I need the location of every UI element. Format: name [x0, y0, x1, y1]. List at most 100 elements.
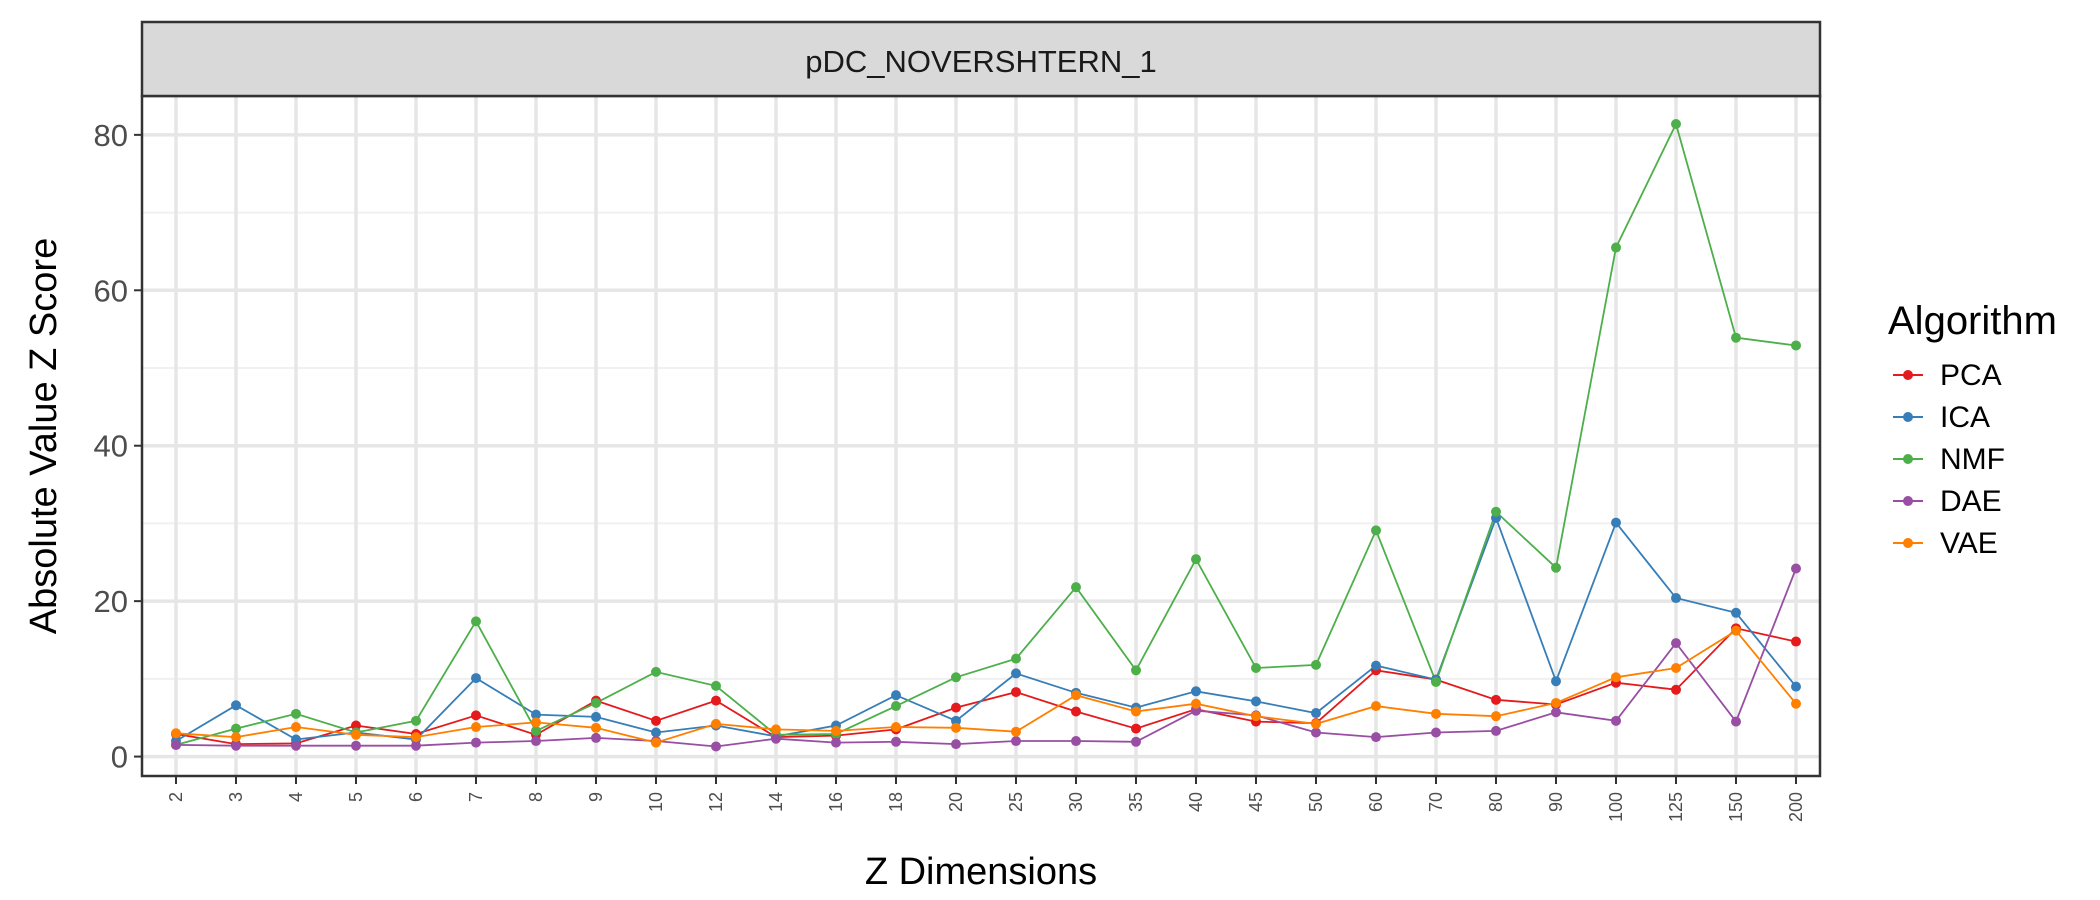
data-point-ica [591, 711, 601, 722]
data-point-pca [1131, 723, 1141, 734]
x-tick-label: 50 [1306, 792, 1326, 812]
legend-label-pca: PCA [1940, 359, 2002, 392]
x-tick-label: 45 [1246, 792, 1266, 812]
x-tick-label: 200 [1786, 792, 1806, 822]
x-tick-label: 12 [706, 792, 726, 812]
data-point-dae [951, 739, 961, 750]
x-tick-label: 18 [886, 792, 906, 812]
data-point-nmf [411, 715, 421, 726]
data-point-nmf [1251, 662, 1261, 673]
data-point-ica [651, 727, 661, 738]
data-point-dae [531, 736, 541, 747]
data-point-nmf [1131, 665, 1141, 676]
x-tick-label: 150 [1726, 792, 1746, 822]
series-line-dae [175, 568, 1797, 748]
series-line-nmf [175, 121, 1797, 746]
data-point-vae [831, 725, 841, 736]
series-line-vae [175, 629, 1797, 744]
legend-items: PCA ICA NMF DAE VAE [1893, 359, 2005, 560]
data-point-nmf [951, 672, 961, 683]
data-point-nmf [291, 708, 301, 719]
data-point-ica [1551, 676, 1561, 687]
x-tick-label: 20 [946, 792, 966, 812]
data-point-vae [471, 722, 481, 733]
data-point-ica [471, 673, 481, 684]
data-point-dae [1731, 716, 1741, 727]
data-point-vae [1611, 672, 1621, 683]
legend-point-dae [1903, 496, 1913, 506]
y-tick-label: 80 [94, 118, 128, 153]
data-point-dae [1071, 736, 1081, 747]
y-axis: 0 20 40 60 80 [94, 118, 142, 775]
data-point-vae [1311, 718, 1321, 729]
data-point-dae [1791, 563, 1801, 574]
data-point-nmf [1431, 676, 1441, 687]
x-tick-label: 16 [826, 792, 846, 812]
legend-point-nmf [1903, 454, 1913, 464]
data-point-vae [891, 722, 901, 733]
x-tick-label: 80 [1486, 792, 1506, 812]
data-point-nmf [1671, 118, 1681, 129]
data-point-nmf [1791, 340, 1801, 351]
x-tick-label: 4 [286, 792, 306, 802]
facet-title: pDC_NOVERSHTERN_1 [805, 44, 1156, 79]
data-point-dae [171, 739, 181, 750]
panel-border [140, 94, 1822, 778]
x-tick-label: 40 [1186, 792, 1206, 812]
data-point-ica [231, 700, 241, 711]
data-point-dae [1311, 727, 1321, 738]
x-tick-label: 10 [646, 792, 666, 812]
data-point-nmf [711, 680, 721, 691]
legend-label-nmf: NMF [1940, 443, 2005, 476]
series-line-ica [175, 515, 1797, 742]
data-point-vae [171, 728, 181, 739]
data-point-dae [1131, 736, 1141, 747]
data-point-nmf [1011, 653, 1021, 664]
data-point-nmf [1071, 582, 1081, 593]
x-tick-label: 90 [1546, 792, 1566, 812]
y-axis-label: Absolute Value Z Score [23, 238, 65, 634]
data-point-dae [1551, 707, 1561, 718]
data-point-ica [1311, 708, 1321, 719]
data-point-ica [1731, 607, 1741, 618]
data-point-vae [1551, 697, 1561, 708]
data-point-vae [351, 729, 361, 740]
data-point-nmf [471, 616, 481, 627]
data-point-vae [411, 732, 421, 743]
data-point-vae [1671, 662, 1681, 673]
data-point-vae [1371, 701, 1381, 712]
data-point-dae [891, 736, 901, 747]
data-point-dae [831, 737, 841, 748]
data-point-dae [291, 740, 301, 751]
x-axis: 2 3 4 5 6 7 8 9 10 12 14 16 18 20 25 30 35 40 45 50 60 70 80 90… [166, 776, 1806, 822]
data-point-nmf [1611, 242, 1621, 253]
x-tick-label: 8 [526, 792, 546, 802]
data-point-dae [231, 740, 241, 751]
data-point-ica [1251, 696, 1261, 707]
data-point-pca [1011, 687, 1021, 698]
data-point-dae [1431, 727, 1441, 738]
data-point-vae [1191, 698, 1201, 709]
data-point-nmf [1731, 332, 1741, 343]
data-point-dae [471, 737, 481, 748]
data-point-vae [591, 722, 601, 733]
legend-point-pca [1903, 370, 1913, 380]
legend-label-ica: ICA [1940, 401, 1990, 434]
data-point-nmf [1491, 506, 1501, 517]
data-point-vae [531, 717, 541, 728]
data-point-vae [951, 722, 961, 733]
x-tick-label: 3 [226, 792, 246, 802]
data-point-vae [1251, 711, 1261, 722]
facet-strip [140, 20, 1822, 98]
data-point-ica [951, 715, 961, 726]
series-line-pca [175, 627, 1797, 746]
data-point-dae [1371, 732, 1381, 743]
data-point-pca [1491, 694, 1501, 705]
data-point-ica [1611, 517, 1621, 528]
data-point-nmf [1191, 554, 1201, 565]
data-point-dae [771, 733, 781, 744]
data-point-pca [951, 702, 961, 713]
data-point-pca [1071, 706, 1081, 717]
data-point-dae [411, 740, 421, 751]
